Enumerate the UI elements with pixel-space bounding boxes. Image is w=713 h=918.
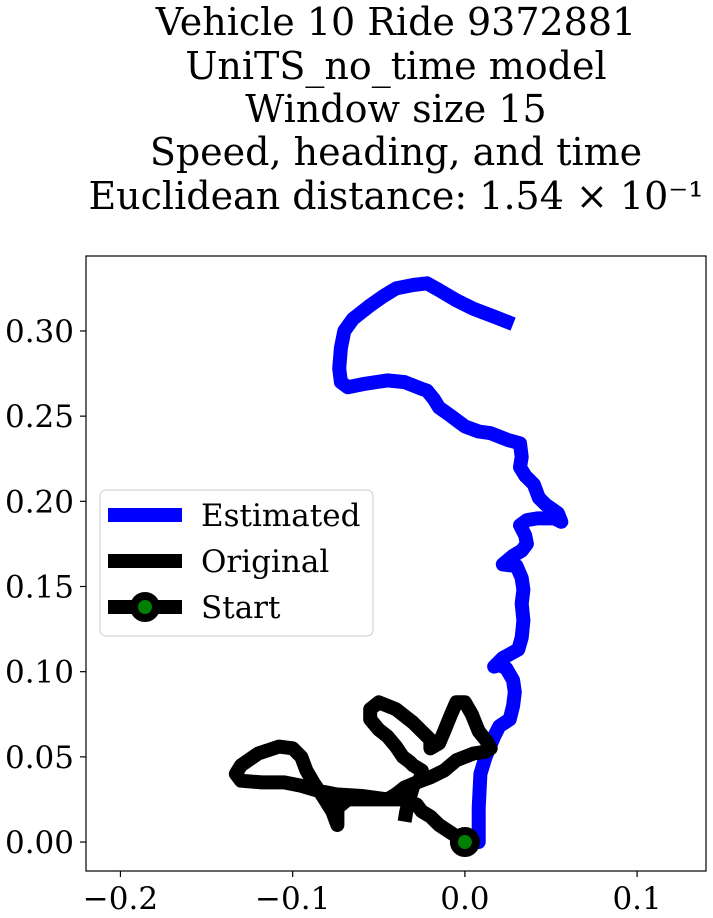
title-line-2: UniTS_no_time model <box>185 44 606 89</box>
legend: Estimated Original Start <box>99 489 374 637</box>
x-tick-label: −0.2 <box>83 881 158 917</box>
x-tick-label: −0.1 <box>255 881 330 917</box>
title-line-5: Euclidean distance: 1.54 × 10⁻¹ <box>88 174 703 218</box>
series-line-original <box>228 695 498 848</box>
plot-data-layer <box>228 276 569 858</box>
plot-frame <box>85 255 707 872</box>
y-tick-label: 0.25 <box>5 399 74 435</box>
title-line-3: Window size 15 <box>245 87 546 131</box>
x-tick-label: 0.0 <box>440 881 489 917</box>
y-tick-label: 0.00 <box>5 825 74 861</box>
legend-label-estimated: Estimated <box>201 498 360 534</box>
start-marker <box>449 827 480 858</box>
y-tick-label: 0.15 <box>5 569 74 605</box>
title-line-1: Vehicle 10 Ride 9372881 <box>155 0 636 44</box>
x-axis: −0.2 −0.1 0.0 0.1 <box>83 871 662 917</box>
y-tick-label: 0.05 <box>5 740 74 776</box>
x-tick-label: 0.1 <box>612 881 661 917</box>
legend-label-start: Start <box>201 590 281 626</box>
y-tick-label: 0.30 <box>5 314 74 350</box>
series-line-estimated <box>332 276 569 849</box>
title-line-4: Speed, heading, and time <box>150 130 642 174</box>
y-tick-label: 0.10 <box>5 655 74 691</box>
y-axis: 0.00 0.05 0.10 0.15 0.20 0.25 0.30 <box>5 314 86 861</box>
chart-title: Vehicle 10 Ride 9372881 UniTS_no_time mo… <box>88 0 703 218</box>
legend-marker-start <box>130 592 160 622</box>
legend-box <box>99 489 374 637</box>
y-tick-label: 0.20 <box>5 484 74 520</box>
legend-label-original: Original <box>201 544 329 580</box>
